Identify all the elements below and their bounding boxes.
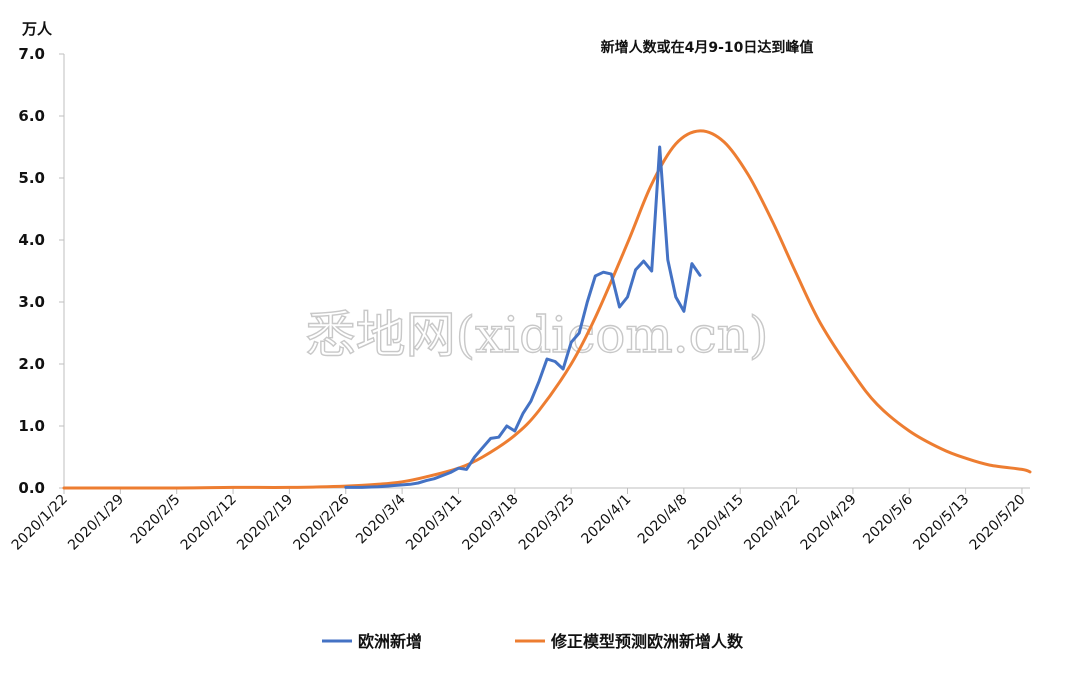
y-axis-unit-label: 万人 [21,20,53,38]
legend-label-actual: 欧洲新增 [358,632,422,651]
x-tick-label: 2020/3/18 [460,492,522,554]
x-tick-label: 2020/5/13 [910,492,972,554]
x-tick-label: 2020/4/29 [798,492,860,554]
y-tick-label: 3.0 [18,293,45,311]
x-tick-label: 2020/1/29 [65,492,127,554]
y-tick-label: 0.0 [18,479,45,497]
watermark: 悉地网(xidicom.cn) [306,306,769,364]
axes: 0.0 1.0 2.0 3.0 4.0 5.0 6.0 7.0 2020/1/222020/1/… [9,45,1030,554]
x-tick-label: 2020/3/25 [516,492,578,554]
x-tick-label: 2020/2/26 [290,491,352,553]
y-tick-label: 7.0 [18,45,45,63]
x-tick-label: 2020/3/11 [403,492,465,554]
y-tick-label: 1.0 [18,417,45,435]
legend-label-model: 修正模型预测欧洲新增人数 [550,632,744,651]
x-tick-label: 2020/1/22 [9,492,71,554]
x-tick-label: 2020/4/1 [579,492,635,548]
y-tick-label: 2.0 [18,355,45,373]
y-tick-label: 5.0 [18,169,45,187]
series-line-model-forecast [62,129,1032,490]
x-tick-label: 2020/3/4 [353,491,409,547]
x-tick-label: 2020/2/12 [178,492,240,554]
x-tick-label: 2020/5/6 [860,491,916,547]
legend: 欧洲新增 修正模型预测欧洲新增人数 [322,632,744,651]
watermark-layer: 悉地网(xidicom.cn) [305,305,769,364]
x-tick-label: 2020/4/15 [685,492,747,554]
y-tick-label: 4.0 [18,231,45,249]
series-layer [62,129,1032,490]
x-tick-label: 2020/2/19 [234,492,296,554]
x-tick-label: 2020/2/5 [128,492,184,548]
x-tick-label: 2020/5/20 [967,492,1029,554]
x-tick-label: 2020/4/22 [741,492,803,554]
chart-title: 新增人数或在4月9-10日达到峰值 [601,39,814,56]
y-tick-label: 6.0 [18,107,45,125]
series-line-europe-new [344,145,702,489]
x-tick-label: 2020/4/8 [635,492,691,548]
